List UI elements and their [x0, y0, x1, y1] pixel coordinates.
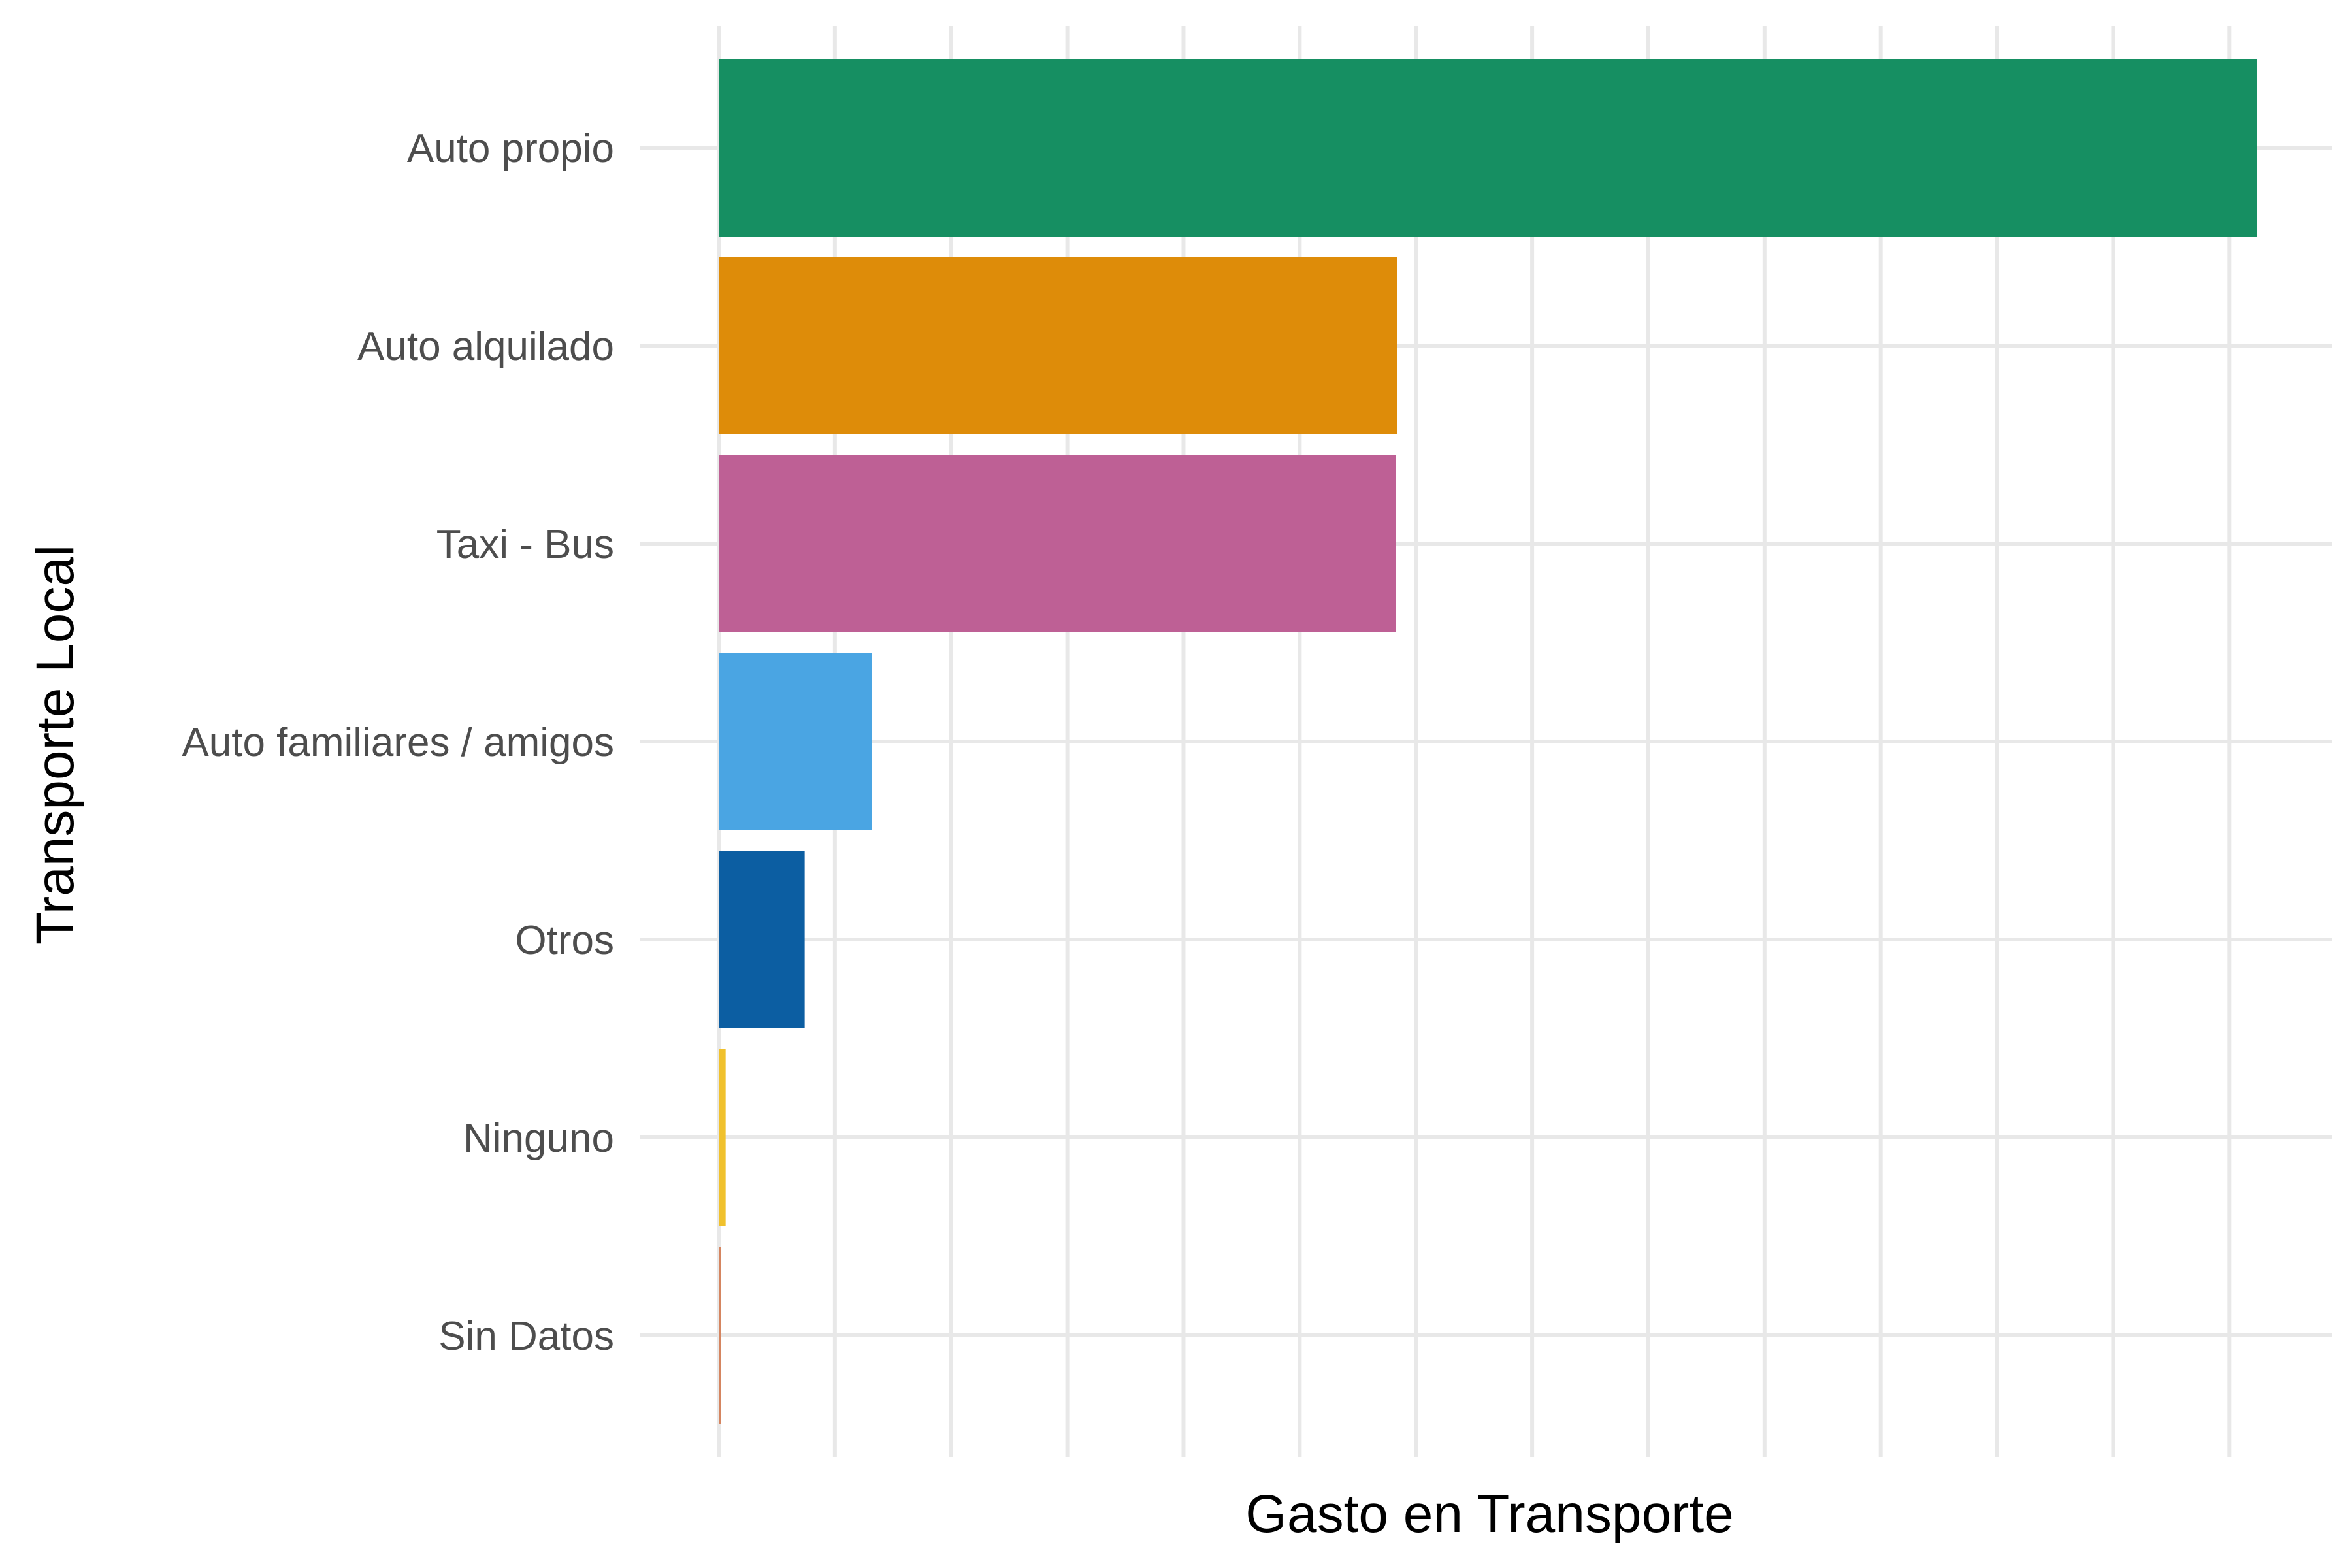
bar-ninguno: [719, 1049, 726, 1226]
y-tick-label: Taxi - Bus: [436, 522, 614, 567]
y-tick-label: Sin Datos: [438, 1314, 614, 1359]
bar-auto-propio: [719, 59, 2257, 237]
bar-sin-datos: [719, 1247, 721, 1424]
x-axis-title: Gasto en Transporte: [1245, 1484, 1734, 1544]
y-tick-label: Otros: [515, 918, 614, 963]
y-tick-label: Auto familiares / amigos: [182, 720, 614, 765]
bar-auto-alquilado: [719, 257, 1397, 434]
y-tick-label: Auto alquilado: [357, 324, 614, 369]
bar-auto-familiares-amigos: [719, 653, 872, 830]
bar-taxi-bus: [719, 455, 1396, 632]
y-axis-title: Transporte Local: [25, 545, 85, 945]
bars: [719, 59, 2257, 1424]
y-tick-label: Auto propio: [407, 126, 614, 171]
grid: [640, 26, 2332, 1457]
bar-otros: [719, 851, 805, 1028]
y-tick-label: Ninguno: [463, 1116, 614, 1161]
y-tick-labels: Auto propio Auto alquilado Taxi - Bus Auto …: [182, 126, 614, 1359]
